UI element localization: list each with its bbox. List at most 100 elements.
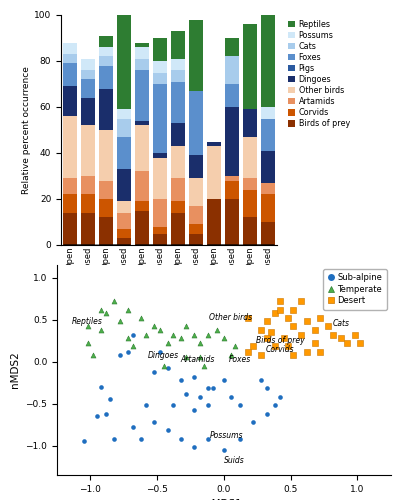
Sub-alpine: [277, 393, 283, 401]
Bar: [81, 194, 95, 213]
Desert: [317, 314, 323, 322]
Bar: [225, 84, 239, 107]
Bar: [171, 146, 185, 178]
Bar: [99, 130, 113, 180]
Text: Birds of prey: Birds of prey: [256, 336, 304, 345]
Text: Temperate: Temperate: [69, 304, 125, 314]
Bar: [63, 213, 77, 245]
Temperate: [98, 306, 104, 314]
Bar: [99, 218, 113, 245]
Sub-alpine: [197, 393, 203, 401]
Bar: [117, 137, 131, 169]
Desert: [298, 297, 304, 305]
Bar: [135, 42, 149, 47]
Bar: [243, 178, 256, 190]
Bar: [261, 183, 274, 194]
Bar: [99, 180, 113, 199]
Bar: [117, 213, 131, 229]
Bar: [189, 206, 203, 225]
Temperate: [84, 322, 91, 330]
Temperate: [111, 297, 118, 305]
Desert: [303, 318, 310, 326]
Bar: [135, 58, 149, 70]
Bar: [63, 86, 77, 116]
Bar: [153, 84, 166, 153]
Sub-alpine: [143, 402, 150, 409]
Legend: Sub-alpine, Temperate, Desert: Sub-alpine, Temperate, Desert: [323, 269, 387, 310]
Bar: [171, 213, 185, 245]
Desert: [258, 326, 265, 334]
Bar: [243, 218, 256, 245]
Desert: [357, 339, 363, 347]
Temperate: [116, 318, 123, 326]
Bar: [261, 107, 274, 118]
Bar: [207, 146, 221, 199]
Temperate: [178, 334, 184, 342]
Sub-alpine: [138, 435, 144, 443]
Bar: [135, 121, 149, 126]
Desert: [258, 351, 265, 359]
Bar: [153, 153, 166, 158]
Temperate: [227, 351, 234, 359]
Sub-alpine: [130, 330, 136, 338]
Sub-alpine: [227, 393, 234, 401]
Bar: [117, 238, 131, 245]
Text: Warm: Warm: [174, 284, 200, 293]
Temperate: [197, 354, 203, 362]
Temperate: [183, 354, 190, 362]
Bar: [81, 213, 95, 245]
Bar: [81, 58, 95, 70]
Text: Corvids: Corvids: [266, 346, 294, 354]
Bar: [243, 110, 256, 137]
Bar: [189, 20, 203, 91]
Temperate: [183, 322, 190, 330]
Bar: [225, 180, 239, 199]
Bar: [243, 190, 256, 218]
Temperate: [197, 339, 203, 347]
Sub-alpine: [221, 446, 227, 454]
Text: Subalpine: Subalpine: [143, 304, 195, 314]
Bar: [99, 88, 113, 130]
Bar: [171, 58, 185, 70]
Sub-alpine: [157, 348, 163, 356]
Desert: [290, 306, 297, 314]
Bar: [81, 126, 95, 176]
Bar: [117, 0, 131, 110]
Text: Warm: Warm: [102, 284, 128, 293]
Legend: Reptiles, Possums, Cats, Foxes, Pigs, Dingoes, Other birds, Artamids, Corvids, B: Reptiles, Possums, Cats, Foxes, Pigs, Di…: [287, 19, 350, 129]
Desert: [298, 330, 304, 338]
Text: Foxes: Foxes: [229, 356, 251, 364]
Sub-alpine: [250, 418, 256, 426]
Sub-alpine: [191, 372, 198, 380]
Bar: [135, 202, 149, 210]
Bar: [99, 199, 113, 218]
Temperate: [125, 306, 131, 314]
Bar: [153, 226, 166, 234]
Desert: [311, 326, 318, 334]
Desert: [330, 330, 337, 338]
Desert: [290, 351, 297, 359]
Sub-alpine: [221, 376, 227, 384]
Temperate: [170, 330, 176, 338]
Desert: [263, 318, 270, 326]
Temperate: [84, 339, 91, 347]
Desert: [245, 348, 251, 356]
Sub-alpine: [170, 402, 176, 409]
Sub-alpine: [116, 351, 123, 359]
Sub-alpine: [271, 402, 278, 409]
Bar: [117, 118, 131, 137]
Bar: [135, 210, 149, 245]
Bar: [171, 82, 185, 123]
Bar: [63, 194, 77, 213]
Sub-alpine: [210, 384, 217, 392]
Bar: [63, 178, 77, 194]
Sub-alpine: [151, 368, 158, 376]
Desert: [277, 306, 283, 314]
Bar: [243, 24, 256, 109]
Temperate: [201, 362, 207, 370]
Desert: [277, 297, 283, 305]
Bar: [189, 156, 203, 178]
Text: Reptiles: Reptiles: [72, 317, 103, 326]
Bar: [171, 70, 185, 82]
Temperate: [130, 342, 136, 350]
